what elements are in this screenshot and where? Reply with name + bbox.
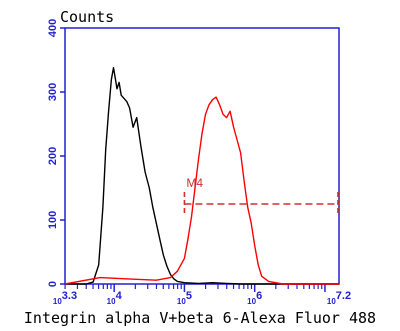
x-tick-label: 106 — [247, 290, 262, 306]
y-tick-label: 400 — [47, 19, 59, 37]
plot-frame — [64, 27, 340, 285]
gate-layer: M4 — [183, 176, 339, 216]
axis-ticks — [60, 27, 326, 292]
x-tick-label: 103.3 — [53, 290, 77, 306]
x-tick-labels: 103.3 104 105 106 107.2 — [53, 290, 351, 306]
series-layer — [64, 67, 339, 285]
y-tick-label: 300 — [47, 83, 59, 101]
gate-label: M4 — [186, 176, 203, 190]
y-tick-label: 0 — [47, 281, 59, 287]
x-tick-label: 105 — [177, 290, 192, 306]
x-tick-label: 107.2 — [327, 290, 351, 306]
series-line-1 — [65, 67, 339, 285]
y-axis-title: Counts — [60, 8, 114, 26]
x-axis-title: Integrin alpha V+beta 6-Alexa Fluor 488 — [24, 309, 376, 327]
y-tick-labels: 0 100 200 300 400 — [47, 19, 59, 287]
y-tick-label: 200 — [47, 147, 59, 165]
series-line-2 — [64, 96, 339, 285]
y-tick-label: 100 — [47, 211, 59, 229]
x-tick-label: 104 — [107, 290, 123, 306]
